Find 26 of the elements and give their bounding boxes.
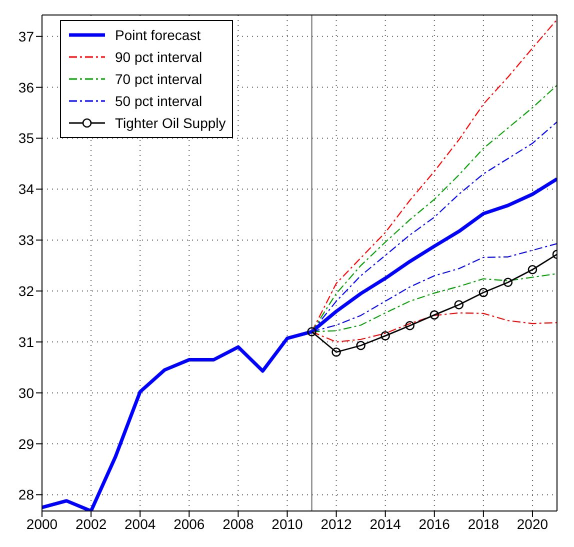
x-tick-label: 2014 — [370, 516, 402, 532]
x-tick-label: 2020 — [516, 516, 548, 532]
x-tick-label: 2000 — [26, 516, 58, 532]
y-tick-label: 37 — [18, 28, 34, 44]
y-tick-label: 35 — [18, 130, 34, 146]
x-tick-label: 2016 — [418, 516, 450, 532]
legend-label: Tighter Oil Supply — [115, 115, 226, 131]
y-tick-label: 28 — [18, 486, 34, 503]
y-tick-label: 32 — [18, 282, 34, 299]
x-tick-label: 2004 — [124, 516, 156, 532]
x-tick-label: 2012 — [320, 516, 352, 532]
y-tick-label: 31 — [18, 334, 34, 350]
x-tick-label: 2010 — [272, 516, 304, 532]
x-tick-label: 2018 — [468, 516, 500, 532]
legend-label: 50 pct interval — [115, 93, 202, 109]
x-tick-label: 2006 — [174, 516, 205, 532]
legend-label: 70 pct interval — [115, 71, 202, 87]
y-tick-label: 33 — [18, 232, 34, 248]
legend-label: Point forecast — [115, 27, 201, 43]
x-tick-label: 2008 — [222, 516, 254, 532]
x-tick-label: 2002 — [75, 516, 107, 532]
y-tick-label: 29 — [18, 436, 34, 452]
y-tick-label: 30 — [18, 384, 34, 401]
y-tick-label: 36 — [18, 79, 34, 96]
legend-label: 90 pct interval — [115, 49, 202, 65]
y-tick-label: 34 — [18, 181, 34, 198]
